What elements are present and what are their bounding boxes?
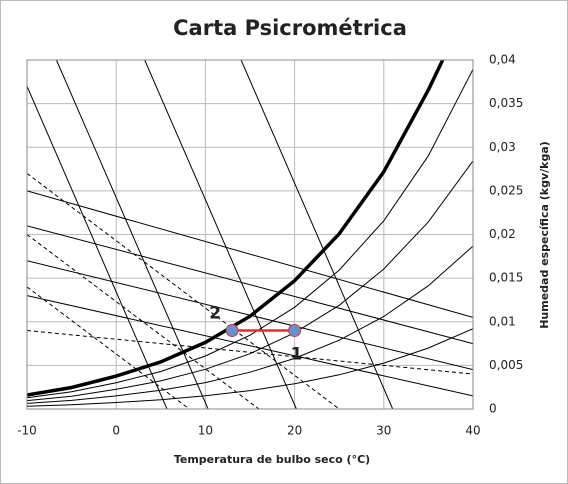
- y-tick-label: 0,01: [489, 314, 516, 328]
- psychro-line: [27, 86, 168, 409]
- x-axis-label: Temperatura de bulbo seco (°C): [174, 453, 370, 466]
- x-tick-label: 20: [287, 424, 302, 438]
- y-tick-label: 0,02: [489, 227, 516, 241]
- psychro-line: [27, 286, 190, 409]
- psychro-line: [27, 60, 445, 397]
- chart-title: Carta Psicrométrica: [173, 16, 407, 40]
- psychro-line: [27, 260, 473, 371]
- psychro-line: [27, 245, 473, 404]
- process-point: [288, 323, 302, 337]
- y-tick-label: 0,015: [489, 271, 523, 285]
- psychro-line: [27, 330, 473, 375]
- x-tick-label: 40: [465, 424, 480, 438]
- point-label: 2: [209, 303, 221, 323]
- y-tick-label: 0,03: [489, 140, 516, 154]
- y-tick-label: 0,005: [489, 358, 523, 372]
- psychro-line: [240, 60, 394, 409]
- psychro-line: [27, 295, 473, 397]
- psychro-line: [27, 69, 473, 399]
- process: 21: [209, 303, 302, 364]
- psychro-line: [27, 173, 340, 409]
- y-tick-label: 0,04: [489, 53, 516, 67]
- process-point: [225, 323, 239, 337]
- y-tick-label: 0,035: [489, 96, 523, 110]
- psychro-line: [27, 160, 473, 402]
- psychro-line: [27, 225, 473, 345]
- plot-lines: [27, 60, 473, 409]
- y-axis-label: Humedad específica (kgv/kga): [538, 141, 551, 329]
- x-tick-label: 30: [376, 424, 391, 438]
- y-tick-label: 0,025: [489, 183, 523, 197]
- y-tick-label: 0: [489, 402, 497, 416]
- plot-border: [26, 59, 474, 410]
- psychro-line: [27, 328, 473, 407]
- point-label: 1: [291, 344, 303, 364]
- psychro-line: [27, 234, 260, 409]
- psychro-line: [55, 60, 209, 409]
- x-tick-label: 10: [198, 424, 213, 438]
- x-tick-label: -10: [17, 424, 37, 438]
- psychro-line: [27, 190, 473, 318]
- x-tick-label: 0: [112, 424, 120, 438]
